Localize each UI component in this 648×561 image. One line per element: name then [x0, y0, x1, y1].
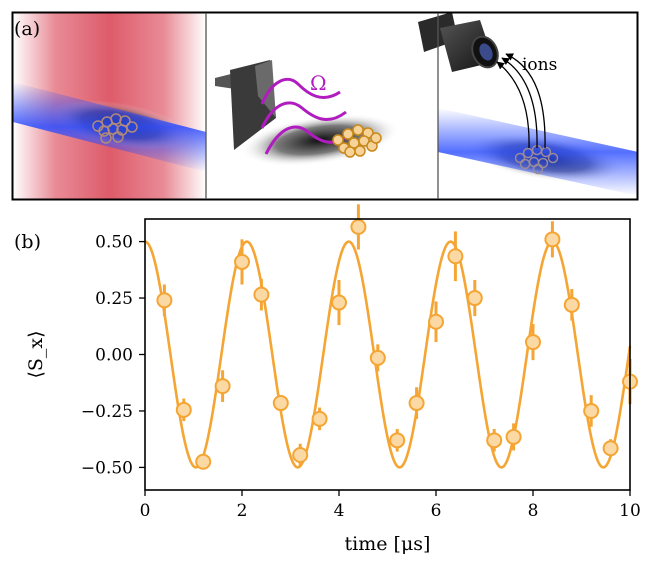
- data-point: [234, 253, 250, 270]
- data-point: [408, 395, 425, 412]
- ions-label: ions: [522, 55, 557, 75]
- camera-icon: [418, 12, 499, 72]
- panel-a-trap-illustration: [13, 13, 206, 199]
- data-point: [156, 292, 173, 309]
- data-point: [195, 453, 212, 470]
- x-tick-label: 8: [528, 501, 539, 521]
- data-point: [505, 428, 522, 445]
- data-point: [428, 313, 444, 330]
- data-point: [486, 432, 503, 449]
- data-point: [311, 410, 328, 427]
- panel-a: (a) Ω: [11, 11, 639, 201]
- x-tick-label: 0: [140, 501, 151, 521]
- data-point: [466, 290, 483, 307]
- y-tick-label: 0.25: [95, 289, 133, 309]
- data-point: [389, 432, 406, 449]
- data-point: [292, 446, 309, 463]
- data-point: [447, 248, 464, 265]
- panel-a-drive-illustration: Ω: [215, 60, 400, 167]
- x-tick-label: 6: [431, 501, 442, 521]
- y-axis-label: ⟨S_x⟩: [25, 330, 47, 378]
- fit-line: [144, 240, 632, 469]
- panel-a-frame: [11, 11, 639, 201]
- x-axis-label: time [μs]: [345, 533, 431, 555]
- plot-frame: [144, 218, 631, 491]
- y-tick-label: 0.00: [95, 346, 133, 366]
- y-tick-label: −0.25: [81, 402, 133, 422]
- ion-crystal: [92, 113, 138, 144]
- data-point: [175, 401, 192, 418]
- ion-crystal-driven: [332, 124, 382, 158]
- data-point: [331, 294, 347, 311]
- blue-beam-detection: [438, 108, 638, 196]
- data-point: [544, 231, 561, 248]
- chart-sx-vs-time: 0.50 0.25 0.00 −0.25 −0.50 0 2 4 6 8 10 time [μs]…: [25, 204, 641, 555]
- fit-curve: [144, 240, 632, 469]
- panel-a-label: (a): [14, 18, 40, 40]
- y-tick-label: 0.50: [95, 233, 133, 253]
- data-points: [156, 218, 638, 470]
- error-bars: [162, 204, 632, 469]
- panel-a-detection-illustration: [438, 108, 638, 196]
- y-tick-label: −0.50: [81, 458, 133, 478]
- x-tick-label: 4: [334, 501, 345, 521]
- data-point: [350, 218, 367, 235]
- omega-label: Ω: [310, 71, 327, 95]
- ion-crystal-detection: [514, 144, 559, 175]
- horn-antenna-icon: [215, 60, 276, 150]
- x-tick-label: 2: [237, 501, 248, 521]
- data-point: [253, 286, 270, 303]
- y-axis: 0.50 0.25 0.00 −0.25 −0.50: [81, 233, 145, 478]
- data-point: [369, 349, 386, 366]
- x-tick-label: 10: [619, 501, 641, 521]
- data-point: [272, 395, 289, 412]
- data-point: [602, 440, 619, 457]
- data-point: [525, 334, 541, 351]
- x-axis: 0 2 4 6 8 10: [140, 490, 641, 521]
- data-point: [563, 296, 580, 313]
- photon-arrows: [496, 53, 546, 149]
- data-point: [583, 402, 600, 419]
- panel-b-label: (b): [14, 231, 41, 253]
- data-point: [214, 378, 231, 395]
